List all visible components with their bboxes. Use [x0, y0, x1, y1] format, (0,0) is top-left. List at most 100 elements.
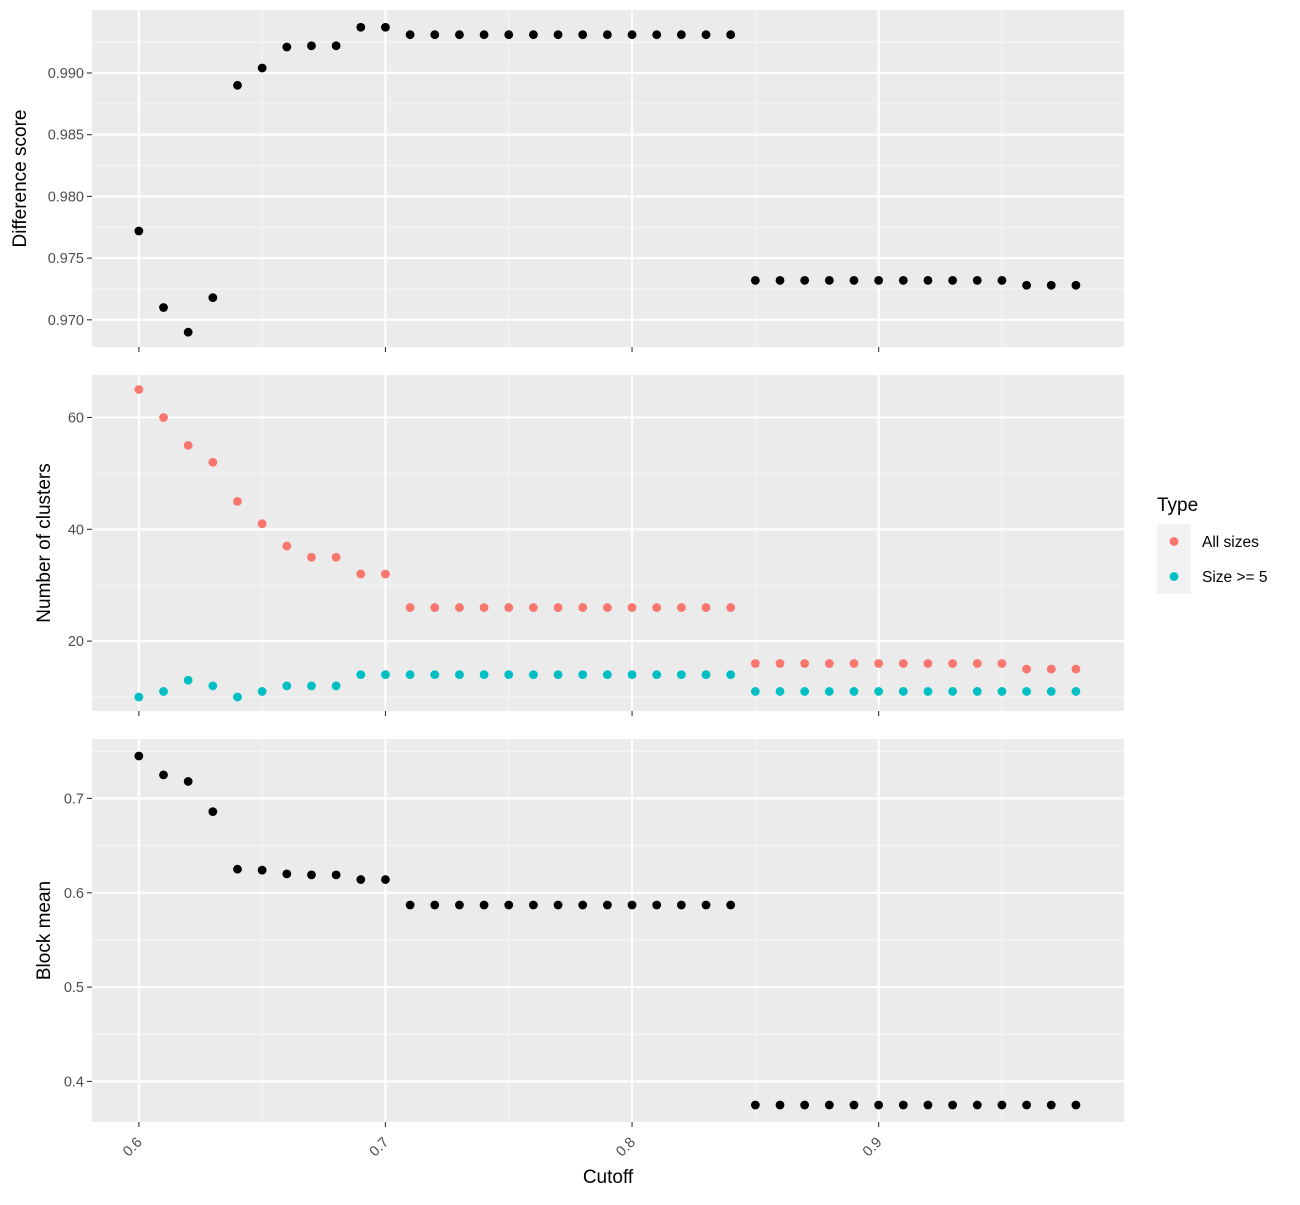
- data-point-panel2-series1: [331, 552, 341, 562]
- y-tick-label: 0.4: [64, 1074, 84, 1090]
- y-tick-label: 0.7: [64, 791, 84, 807]
- data-point-panel2-series1: [282, 541, 292, 551]
- data-point-panel3-series1: [898, 1100, 908, 1110]
- data-point-panel2-series2: [750, 687, 760, 696]
- data-point-panel2-series1: [356, 569, 366, 579]
- data-point-panel3-series1: [479, 900, 489, 910]
- panel-background-3: [92, 739, 1124, 1122]
- data-point-panel3-series1: [676, 900, 686, 910]
- data-point-panel3-series1: [1046, 1100, 1056, 1110]
- data-point-panel2-series1: [455, 603, 464, 612]
- data-point-panel3-series1: [578, 900, 588, 910]
- data-point-panel3-series1: [627, 900, 637, 910]
- data-point-panel2-series1: [948, 659, 958, 668]
- data-point-panel1-series1: [775, 275, 785, 285]
- data-point-panel2-series1: [775, 659, 785, 668]
- legend-key-marker: [1169, 537, 1179, 546]
- data-point-panel3-series1: [701, 900, 711, 910]
- data-point-panel2-series1: [381, 569, 390, 579]
- data-point-panel1-series1: [208, 293, 218, 303]
- data-point-panel2-series1: [898, 659, 908, 668]
- data-point-panel3-series1: [307, 870, 316, 880]
- data-point-panel2-series1: [1022, 664, 1031, 674]
- data-point-panel2-series2: [602, 670, 612, 680]
- data-point-panel1-series1: [405, 30, 415, 40]
- data-point-panel1-series1: [257, 63, 267, 73]
- data-point-panel2-series1: [726, 603, 736, 612]
- data-point-panel2-series1: [652, 603, 662, 612]
- data-point-panel2-series1: [800, 659, 810, 668]
- data-point-panel3-series1: [257, 865, 267, 875]
- y-tick-label: 20: [68, 634, 84, 650]
- data-point-panel1-series1: [455, 30, 464, 40]
- data-point-panel2-series2: [874, 687, 884, 696]
- data-point-panel3-series1: [208, 807, 218, 817]
- data-point-panel2-series2: [923, 687, 933, 696]
- data-point-panel2-series1: [208, 457, 218, 467]
- data-point-panel1-series1: [874, 275, 884, 285]
- data-point-panel2-series2: [578, 670, 588, 680]
- data-point-panel1-series1: [800, 275, 810, 285]
- y-tick-label: 0.990: [48, 66, 84, 82]
- data-point-panel2-series2: [652, 670, 662, 680]
- data-point-panel2-series2: [1046, 687, 1056, 696]
- y-axis-title: Difference score: [10, 110, 31, 248]
- y-tick-label: 40: [68, 522, 84, 538]
- data-point-panel2-series1: [750, 659, 760, 668]
- data-point-panel2-series2: [972, 687, 982, 696]
- data-point-panel2-series1: [602, 603, 612, 612]
- data-point-panel1-series1: [1022, 280, 1031, 290]
- y-axis-title: Block mean: [34, 881, 55, 980]
- data-point-panel2-series2: [183, 675, 193, 685]
- data-point-panel2-series2: [356, 670, 366, 680]
- data-point-panel2-series2: [775, 687, 785, 696]
- data-point-panel2-series2: [208, 681, 218, 691]
- data-point-panel2-series2: [233, 692, 242, 702]
- x-tick-label: 0.8: [613, 1135, 639, 1161]
- data-point-panel1-series1: [479, 30, 489, 40]
- y-axis-title: Number of clusters: [34, 463, 55, 622]
- data-point-panel3-series1: [849, 1100, 859, 1110]
- data-point-panel1-series1: [824, 275, 834, 285]
- data-point-panel1-series1: [898, 275, 908, 285]
- data-point-panel1-series1: [356, 22, 366, 32]
- data-point-panel2-series1: [553, 603, 563, 612]
- data-point-panel3-series1: [134, 751, 144, 761]
- data-point-panel1-series1: [134, 226, 144, 236]
- data-point-panel1-series1: [183, 327, 193, 337]
- data-point-panel3-series1: [430, 900, 440, 910]
- x-tick-label: 0.9: [860, 1135, 886, 1161]
- data-point-panel2-series2: [159, 687, 168, 696]
- y-tick-label: 60: [68, 410, 84, 426]
- data-point-panel2-series1: [257, 519, 267, 529]
- data-point-panel2-series1: [627, 603, 637, 612]
- data-point-panel2-series2: [331, 681, 341, 691]
- data-point-panel3-series1: [183, 777, 193, 786]
- data-point-panel3-series1: [824, 1100, 834, 1110]
- data-point-panel2-series2: [824, 687, 834, 696]
- data-point-panel2-series2: [257, 687, 267, 696]
- data-point-panel3-series1: [553, 900, 563, 910]
- data-point-panel1-series1: [602, 30, 612, 40]
- data-point-panel3-series1: [529, 900, 538, 910]
- data-point-panel2-series1: [849, 659, 859, 668]
- data-point-panel2-series2: [529, 670, 538, 680]
- data-point-panel2-series1: [874, 659, 884, 668]
- data-point-panel3-series1: [159, 770, 168, 780]
- data-point-panel2-series1: [159, 413, 168, 422]
- data-point-panel2-series2: [1022, 687, 1031, 696]
- data-point-panel2-series2: [405, 670, 415, 680]
- data-point-panel1-series1: [676, 30, 686, 40]
- data-point-panel1-series1: [1071, 280, 1081, 290]
- x-tick-label: 0.6: [120, 1135, 146, 1161]
- x-tick-label: 0.7: [367, 1135, 393, 1161]
- data-point-panel1-series1: [529, 30, 538, 40]
- data-point-panel3-series1: [602, 900, 612, 910]
- data-point-panel2-series1: [824, 659, 834, 668]
- data-point-panel2-series2: [455, 670, 464, 680]
- y-tick-label: 0.980: [48, 189, 84, 205]
- data-point-panel1-series1: [282, 42, 292, 52]
- data-point-panel3-series1: [1071, 1100, 1081, 1110]
